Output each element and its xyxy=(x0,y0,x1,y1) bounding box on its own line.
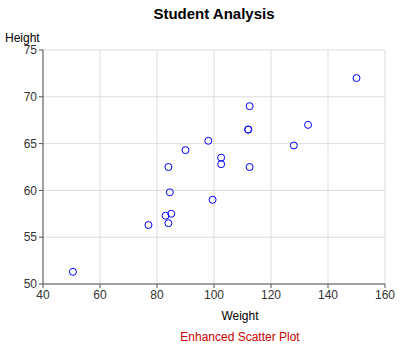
svg-text:160: 160 xyxy=(375,288,392,302)
svg-text:140: 140 xyxy=(318,288,338,302)
svg-text:50: 50 xyxy=(24,277,38,291)
svg-text:60: 60 xyxy=(24,184,38,198)
svg-text:55: 55 xyxy=(24,230,38,244)
html-text:Student Analysis: Student Analysis xyxy=(153,5,275,22)
svg-text:120: 120 xyxy=(261,288,281,302)
html-text:Enhanced Scatter Plot: Enhanced Scatter Plot xyxy=(180,330,300,344)
html-text:Weight: Weight xyxy=(221,309,259,323)
svg-text:70: 70 xyxy=(24,90,38,104)
html-text:Height: Height xyxy=(5,31,40,45)
svg-text:60: 60 xyxy=(93,288,107,302)
svg-text:65: 65 xyxy=(24,137,38,151)
svg-text:80: 80 xyxy=(150,288,164,302)
svg-text:40: 40 xyxy=(36,288,50,302)
svg-text:100: 100 xyxy=(204,288,224,302)
svg-text:75: 75 xyxy=(24,43,38,57)
